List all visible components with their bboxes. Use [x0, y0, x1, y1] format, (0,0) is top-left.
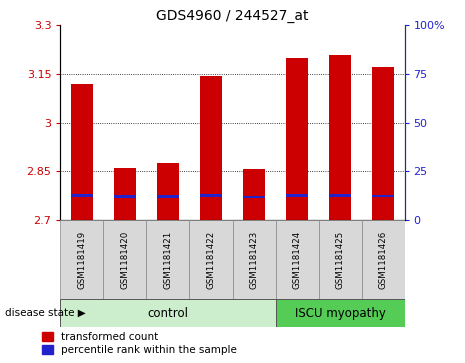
- Bar: [200, 76, 222, 220]
- Text: ISCU myopathy: ISCU myopathy: [295, 307, 385, 319]
- Bar: [157, 163, 179, 220]
- Bar: [275, 299, 405, 327]
- Bar: [190, 220, 232, 299]
- Bar: [114, 195, 136, 198]
- Bar: [157, 195, 179, 198]
- Text: control: control: [147, 307, 188, 319]
- Bar: [200, 194, 222, 197]
- Text: GSM1181420: GSM1181420: [120, 231, 129, 289]
- Text: GSM1181423: GSM1181423: [250, 231, 259, 289]
- Bar: [60, 220, 103, 299]
- Bar: [71, 194, 93, 197]
- Bar: [275, 220, 319, 299]
- Bar: [243, 169, 265, 220]
- Bar: [286, 58, 308, 220]
- Text: GSM1181426: GSM1181426: [379, 231, 387, 289]
- Text: disease state ▶: disease state ▶: [5, 308, 86, 318]
- Text: GSM1181425: GSM1181425: [336, 231, 345, 289]
- Text: GSM1181422: GSM1181422: [206, 231, 215, 289]
- Bar: [372, 195, 394, 197]
- Legend: transformed count, percentile rank within the sample: transformed count, percentile rank withi…: [42, 332, 237, 355]
- Text: GSM1181421: GSM1181421: [164, 231, 173, 289]
- Bar: [103, 220, 146, 299]
- Bar: [329, 54, 351, 220]
- Bar: [146, 220, 190, 299]
- Bar: [362, 220, 405, 299]
- Bar: [60, 299, 275, 327]
- Bar: [286, 194, 308, 197]
- Bar: [243, 196, 265, 199]
- Title: GDS4960 / 244527_at: GDS4960 / 244527_at: [156, 9, 309, 23]
- Bar: [232, 220, 275, 299]
- Bar: [114, 168, 136, 220]
- Bar: [329, 194, 351, 197]
- Text: GSM1181419: GSM1181419: [78, 231, 86, 289]
- Bar: [319, 220, 362, 299]
- Text: GSM1181424: GSM1181424: [292, 231, 301, 289]
- Bar: [71, 83, 93, 220]
- Bar: [372, 68, 394, 220]
